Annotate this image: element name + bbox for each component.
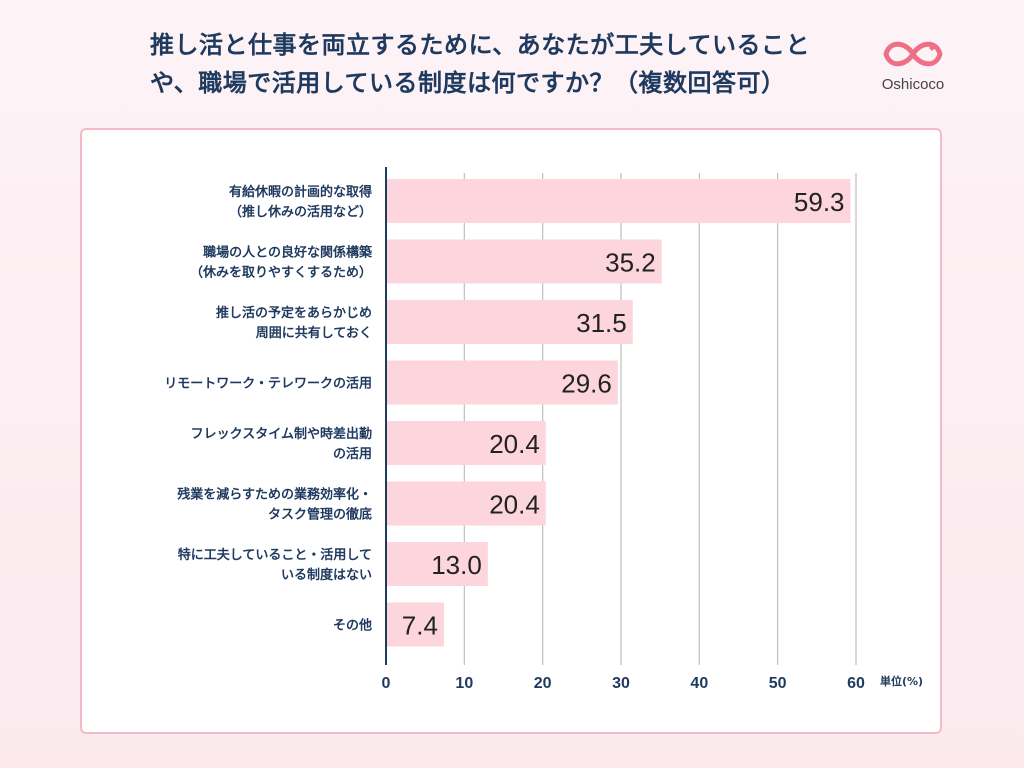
category-label: 有給休暇の計画的な取得 xyxy=(229,184,372,200)
chart-title: 推し活と仕事を両立するために、あなたが工夫していること や、職場で活用している制… xyxy=(150,26,870,102)
data-label: 7.4 xyxy=(402,611,438,641)
data-label: 31.5 xyxy=(576,308,627,338)
x-tick-label: 0 xyxy=(382,675,391,692)
category-label: 残業を減らすための業務効率化・ xyxy=(177,487,372,503)
data-label: 59.3 xyxy=(794,187,845,217)
category-label: 職場の人との良好な関係構築 xyxy=(203,245,373,261)
bar xyxy=(386,179,851,223)
category-label: の活用 xyxy=(333,446,372,462)
x-tick-label: 30 xyxy=(612,675,630,692)
category-label: （休みを取りやすくするため） xyxy=(190,265,372,281)
bar xyxy=(386,602,444,647)
data-label: 20.4 xyxy=(489,490,540,520)
bar xyxy=(386,300,633,344)
unit-label: 単位(%) xyxy=(880,674,923,688)
category-label: その他 xyxy=(333,618,372,634)
category-label: リモートワーク・テレワークの活用 xyxy=(164,376,372,392)
x-tick-label: 50 xyxy=(769,675,787,692)
logo-text: Oshicoco xyxy=(881,76,945,93)
category-label: タスク管理の徹底 xyxy=(268,507,372,523)
chart-card: 59.3 有給休暇の計画的な取得 （推し休みの活用など） 35.2 職場の人との良好な関… xyxy=(80,128,942,734)
x-tick-label: 60 xyxy=(847,675,865,692)
bar xyxy=(386,239,662,284)
category-label: いる制度はない xyxy=(281,567,372,583)
category-label: 特に工夫していること・活用して xyxy=(178,547,372,563)
category-label: （推し休みの活用など） xyxy=(229,204,372,220)
x-tick-label: 20 xyxy=(534,675,552,692)
x-tick-label: 10 xyxy=(455,675,473,692)
data-label: 35.2 xyxy=(605,248,656,278)
bar xyxy=(386,421,546,465)
category-label: 推し活の予定をあらかじめ xyxy=(216,305,372,321)
bar xyxy=(386,481,546,526)
title-line-1: 推し活と仕事を両立するために、あなたが工夫していること xyxy=(150,31,811,59)
bar-chart: 59.3 有給休暇の計画的な取得 （推し休みの活用など） 35.2 職場の人との良好な関… xyxy=(164,167,923,692)
x-tick-label: 40 xyxy=(690,675,708,692)
bar xyxy=(386,360,618,405)
data-label: 29.6 xyxy=(561,369,612,399)
category-label: フレックスタイム制や時差出勤 xyxy=(191,426,372,442)
bar xyxy=(386,542,488,586)
logo: Oshicoco xyxy=(868,34,958,104)
title-line-2: や、職場で活用している制度は何ですか？（複数回答可） xyxy=(150,69,786,97)
infinity-heart-icon xyxy=(883,41,943,67)
data-label: 13.0 xyxy=(431,550,482,580)
data-label: 20.4 xyxy=(489,429,540,459)
category-label: 周囲に共有しておく xyxy=(256,325,372,341)
